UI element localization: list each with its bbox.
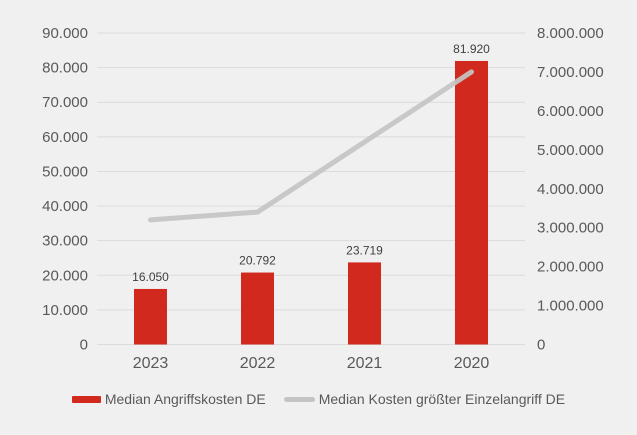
svg-text:2020: 2020 bbox=[454, 355, 490, 372]
gridlines bbox=[97, 32, 525, 345]
chart-legend: Median Angriffskosten DE Median Kosten g… bbox=[0, 388, 637, 410]
svg-text:0: 0 bbox=[80, 337, 88, 354]
svg-text:40.000: 40.000 bbox=[42, 198, 88, 215]
left-axis-tick-labels: 0 10.000 20.000 30.000 40.000 50.000 60.000 70.… bbox=[42, 25, 88, 354]
bar-2021 bbox=[348, 262, 381, 345]
bar-data-label: 16.050 bbox=[132, 270, 169, 284]
bar-data-label: 81.920 bbox=[453, 42, 490, 56]
svg-text:60.000: 60.000 bbox=[42, 129, 88, 146]
bar-series-swatch-icon bbox=[71, 395, 101, 403]
bar-2022 bbox=[241, 272, 274, 345]
svg-text:0: 0 bbox=[537, 337, 545, 354]
svg-text:4.000.000: 4.000.000 bbox=[537, 181, 604, 198]
bar-data-label: 20.792 bbox=[239, 254, 276, 268]
svg-text:3.000.000: 3.000.000 bbox=[537, 220, 604, 237]
svg-text:20.000: 20.000 bbox=[42, 267, 88, 284]
svg-text:2023: 2023 bbox=[133, 355, 169, 372]
bar-2023 bbox=[134, 288, 167, 345]
line-series bbox=[148, 69, 474, 223]
svg-text:2.000.000: 2.000.000 bbox=[537, 259, 604, 276]
svg-text:2021: 2021 bbox=[347, 355, 383, 372]
legend-label: Median Angriffskosten DE bbox=[104, 391, 266, 407]
legend-label: Median Kosten größter Einzelangriff DE bbox=[318, 391, 566, 407]
combo-chart: 0 10.000 20.000 30.000 40.000 50.000 60.000 70.… bbox=[42, 25, 604, 372]
svg-text:6.000.000: 6.000.000 bbox=[537, 103, 604, 120]
bar-data-label: 23.719 bbox=[346, 243, 383, 257]
x-axis-labels: 2023 2022 2021 2020 bbox=[133, 355, 490, 372]
line-series-swatch-icon bbox=[283, 396, 315, 402]
svg-text:10.000: 10.000 bbox=[42, 302, 88, 319]
legend-item-line-series: Median Kosten größter Einzelangriff DE bbox=[283, 391, 566, 407]
svg-text:8.000.000: 8.000.000 bbox=[537, 25, 604, 42]
svg-text:5.000.000: 5.000.000 bbox=[537, 142, 604, 159]
svg-text:90.000: 90.000 bbox=[42, 25, 88, 42]
svg-text:2022: 2022 bbox=[240, 355, 276, 372]
svg-text:50.000: 50.000 bbox=[42, 163, 88, 180]
right-axis-tick-labels: 0 1.000.000 2.000.000 3.000.000 4.000.000 5.0… bbox=[537, 25, 604, 354]
svg-text:80.000: 80.000 bbox=[42, 60, 88, 77]
svg-text:1.000.000: 1.000.000 bbox=[537, 298, 604, 315]
bar-2020 bbox=[455, 60, 488, 345]
svg-text:7.000.000: 7.000.000 bbox=[537, 64, 604, 81]
bar-series: 16.050 20.792 23.719 81.920 bbox=[132, 42, 490, 345]
svg-text:70.000: 70.000 bbox=[42, 94, 88, 111]
svg-text:30.000: 30.000 bbox=[42, 233, 88, 250]
legend-item-bar-series: Median Angriffskosten DE bbox=[71, 391, 266, 407]
